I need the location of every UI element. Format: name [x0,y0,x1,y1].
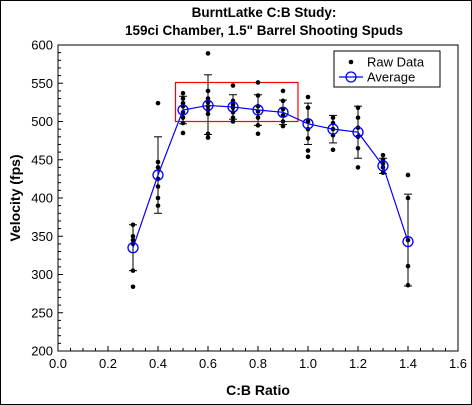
chart-subtitle: 159ci Chamber, 1.5" Barrel Shooting Spud… [125,23,403,38]
y-tick-label: 600 [31,38,53,53]
average-point [352,126,364,138]
average-point [227,101,239,113]
raw-data-point [230,83,236,88]
raw-data-point [405,172,411,178]
average-point [252,104,264,116]
raw-data-point [130,233,136,239]
raw-data-point [255,80,261,85]
legend-average-label: Average [367,70,415,85]
raw-data-point [155,165,161,170]
legend-raw-marker [348,59,354,65]
average-point [302,118,314,130]
raw-data-point [155,184,161,189]
y-tick-label: 250 [31,305,53,320]
average-point [327,123,339,135]
raw-data-point [405,195,411,201]
raw-data-point [155,100,161,106]
x-tick-label: 0.4 [149,356,167,371]
raw-data-point [280,98,286,104]
y-tick-label: 500 [31,114,53,129]
raw-data-point [130,222,136,228]
raw-data-point [230,119,236,124]
average-point [202,99,214,112]
raw-data-point [130,237,136,243]
raw-data-point [230,115,236,120]
average-point [277,106,289,118]
y-tick-label: 450 [31,152,53,167]
average-line [132,104,409,248]
raw-data-point [380,170,386,176]
x-tick-label: 1.4 [399,356,417,371]
x-tick-label: 1.0 [299,356,317,371]
raw-data-point [180,115,186,120]
raw-data-point [205,51,211,56]
raw-data-point [130,284,136,290]
raw-data-point [330,115,336,120]
raw-data-point [155,203,161,208]
raw-data-point [355,165,361,170]
x-tick-label: 1.6 [449,356,467,371]
raw-data-point [305,148,311,153]
raw-data-point [255,93,261,98]
raw-data-point [405,263,411,269]
plot-frame [57,44,459,352]
raw-data-point [205,111,211,117]
average-point [177,104,189,116]
y-tick-label: 550 [31,76,53,91]
raw-data-point [280,119,286,124]
raw-data-point [205,131,211,137]
raw-data-point [180,96,186,101]
average-point [152,169,164,181]
raw-data-point [205,135,211,140]
x-tick-label: 0.6 [199,356,217,371]
raw-data-point [355,105,361,111]
raw-data-point [255,123,261,128]
raw-data-point [280,88,286,94]
legend-box [333,50,441,88]
highlight-rectangle [174,81,299,123]
raw-data-point [355,145,361,151]
raw-data-point [180,90,186,96]
raw-data-point [255,115,261,120]
y-tick-label: 300 [31,267,53,282]
y-tick-label: 350 [31,229,53,244]
raw-data-point [330,147,336,153]
x-axis-label: C:B Ratio [226,382,290,398]
raw-data-point [355,115,361,120]
raw-data-point [205,88,211,94]
legend-raw-label: Raw Data [367,55,425,70]
x-tick-label: 1.2 [349,356,367,371]
raw-data-point [305,94,311,100]
y-tick-label: 200 [31,344,53,359]
raw-data-point [305,154,311,159]
chart-title: BurntLatke C:B Study: [192,5,337,20]
raw-data-point [280,123,286,129]
average-point [377,160,389,172]
x-tick-label: 0.0 [49,356,67,371]
raw-data-point [380,152,386,158]
average-point [402,235,414,248]
raw-data-point [305,136,311,141]
y-tick-label: 400 [31,191,53,206]
raw-data-point [180,120,186,126]
average-point [127,242,139,254]
raw-data-point [130,268,136,273]
raw-data-point [405,282,411,288]
x-tick-label: 0.8 [249,356,267,371]
x-tick-label: 0.2 [99,356,117,371]
raw-data-point [155,195,161,201]
raw-data-point [305,105,311,111]
raw-data-point [180,130,186,136]
y-axis-label: Velocity (fps) [7,154,23,241]
legend-average-marker [345,71,357,83]
raw-data-point [205,96,211,101]
raw-data-point [155,159,161,165]
raw-data-point [255,131,261,137]
